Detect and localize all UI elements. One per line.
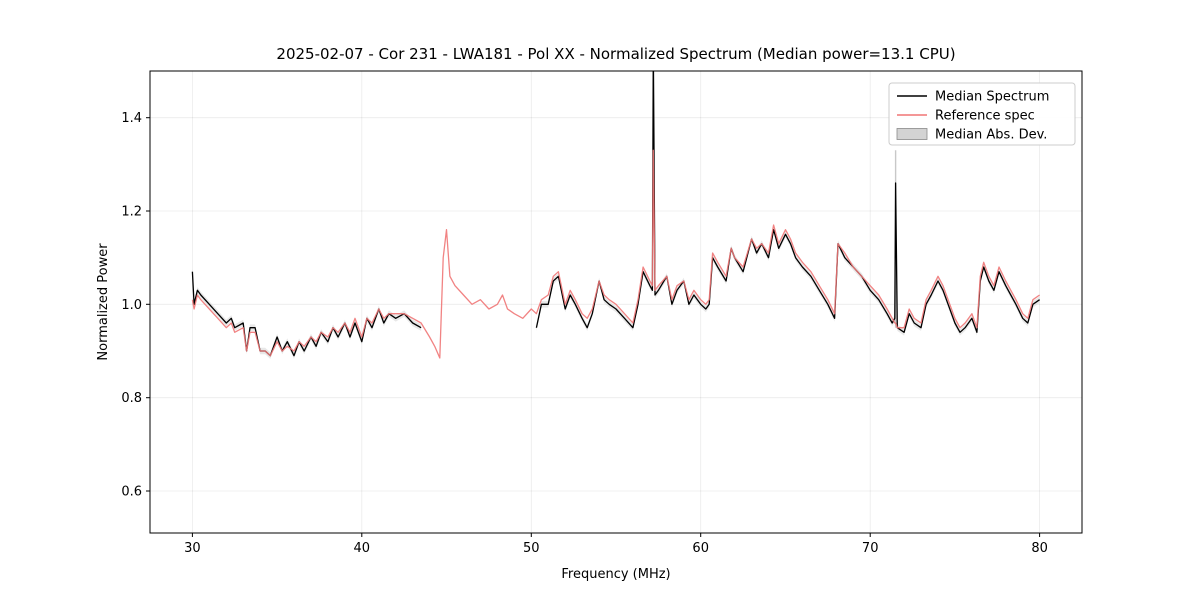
legend: Median Spectrum Reference spec Median Abs.…: [888, 82, 1076, 146]
y-tick-label: 1.2: [121, 205, 142, 220]
x-tick-label: 80: [1031, 541, 1048, 556]
x-tick-label: 70: [862, 541, 879, 556]
legend-entry-label: Median Spectrum: [935, 90, 1049, 105]
chart-title: 2025-02-07 - Cor 231 - LWA181 - Pol XX -…: [276, 45, 955, 63]
y-tick-label: 0.8: [121, 391, 142, 406]
legend-patch-sample: [896, 128, 928, 140]
y-tick-label: 1.4: [121, 111, 142, 126]
legend-frame: [888, 82, 1076, 146]
x-tick-label: 60: [692, 541, 709, 556]
reference-spec-line: [191, 149, 1040, 359]
legend-entry-label: Reference spec: [935, 109, 1035, 124]
y-axis-label: Normalized Power: [96, 243, 111, 361]
axes-spines: [149, 70, 1083, 534]
y-tick-label: 1.0: [121, 298, 142, 313]
x-tick-label: 30: [184, 541, 201, 556]
x-axis-label: Frequency (MHz): [561, 567, 670, 582]
y-tick-label: 0.6: [121, 485, 142, 500]
x-tick-label: 50: [523, 541, 540, 556]
x-tick-label: 40: [354, 541, 371, 556]
legend-entry-label: Median Abs. Dev.: [935, 128, 1047, 143]
